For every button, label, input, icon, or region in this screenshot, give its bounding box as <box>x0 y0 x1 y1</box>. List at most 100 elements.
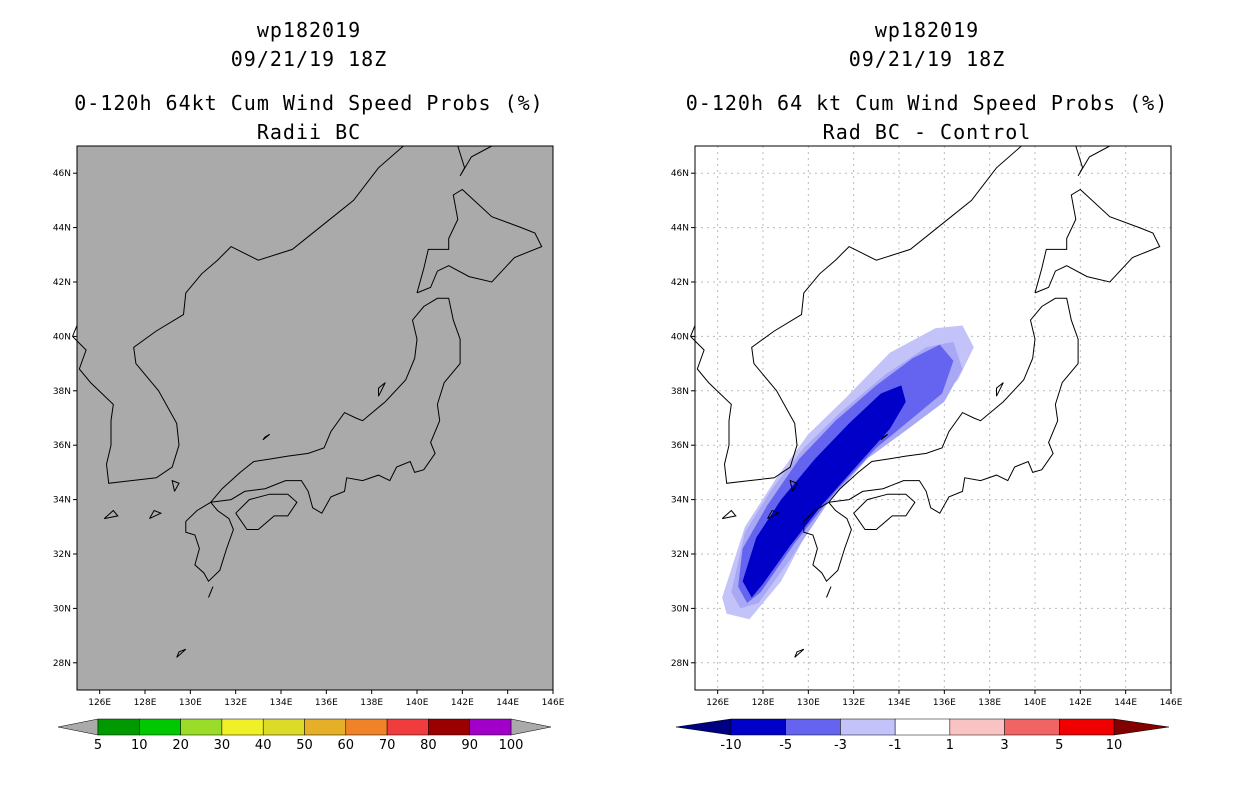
island-coast <box>176 648 187 658</box>
colorbar-swatch <box>139 718 181 736</box>
left-map: 46N 44N 42N 40N 38N 36N 34N 32N 30N 28N 126E 128E 13… <box>53 145 565 753</box>
lon-label: 132E <box>842 698 865 708</box>
lat-label: 46N <box>53 169 71 179</box>
lon-label: 142E <box>1069 698 1092 708</box>
island-coast <box>208 586 214 598</box>
island-coast <box>149 509 163 520</box>
left-storm-id: wp182019 <box>256 18 362 42</box>
colorbar-swatch <box>345 718 388 736</box>
lon-label: 138E <box>360 698 383 708</box>
colorbar-label: 5 <box>94 738 102 753</box>
lat-label: 28N <box>53 659 71 669</box>
shikoku-coast <box>235 493 298 530</box>
lon-label: 136E <box>315 698 338 708</box>
colorbar-label: 5 <box>1055 738 1063 753</box>
map-frame <box>76 145 554 691</box>
colorbar-label: 90 <box>461 738 478 753</box>
colorbar-label: 40 <box>255 738 272 753</box>
lat-label: 38N <box>671 387 689 397</box>
hokkaido-coast <box>1034 188 1161 294</box>
map-background <box>77 146 553 690</box>
korea-coast <box>690 145 1022 484</box>
colorbar-label: 70 <box>379 738 396 753</box>
shikoku-coast <box>853 493 916 530</box>
lon-label: 128E <box>752 698 775 708</box>
colorbar-label: -3 <box>834 738 847 753</box>
lat-label: 44N <box>671 224 689 234</box>
lat-label: 30N <box>671 604 689 614</box>
colorbar-swatch <box>469 718 512 736</box>
lat-label: 32N <box>53 550 71 560</box>
honshu-coast <box>210 297 461 514</box>
lon-label: 136E <box>933 698 956 708</box>
lat-label: 34N <box>53 496 71 506</box>
island-coast <box>996 382 1004 397</box>
kyushu-coast <box>185 501 234 583</box>
map-frame <box>694 145 1172 691</box>
honshu-coast <box>828 297 1079 514</box>
left-subtitle: Radii BC <box>256 120 362 144</box>
map-background <box>695 146 1171 690</box>
colorbar-label: 30 <box>214 738 231 753</box>
sakhalin-coast <box>1075 145 1111 177</box>
lat-label: 30N <box>53 604 71 614</box>
colorbar-label: 50 <box>296 738 313 753</box>
lat-label: 36N <box>671 441 689 451</box>
right-storm-id: wp182019 <box>874 18 980 42</box>
island-coast <box>794 648 805 658</box>
china-coast <box>72 325 78 337</box>
right-panel: wp182019 09/21/19 18Z 0-120h 64 kt Cum W… <box>618 0 1236 800</box>
lat-label: 46N <box>671 169 689 179</box>
lon-label: 126E <box>706 698 729 708</box>
left-datetime: 09/21/19 18Z <box>230 47 388 71</box>
colorbar-high-arrow <box>1113 718 1170 736</box>
colorbar-swatch <box>1059 718 1115 736</box>
island-coast <box>262 433 271 441</box>
lon-label: 146E <box>1160 698 1183 708</box>
colorbar-swatch <box>949 718 1005 736</box>
colorbar-swatch <box>180 718 223 736</box>
lon-label: 146E <box>542 698 565 708</box>
colorbar-label: -1 <box>889 738 902 753</box>
colorbar-swatch <box>428 718 470 736</box>
right-product-title: 0-120h 64 kt Cum Wind Speed Probs (%) <box>685 91 1169 115</box>
colorbar-label: 60 <box>338 738 355 753</box>
lat-label: 28N <box>671 659 689 669</box>
colorbar-label: -10 <box>720 738 741 753</box>
lat-label: 34N <box>671 496 689 506</box>
left-product-title: 0-120h 64kt Cum Wind Speed Probs (%) <box>74 91 544 115</box>
sakhalin-coast <box>457 145 493 177</box>
colorbar-swatch <box>894 718 951 736</box>
lon-label: 140E <box>406 698 429 708</box>
colorbar-swatch <box>221 718 264 736</box>
lon-label: 138E <box>978 698 1001 708</box>
colorbar-swatch <box>730 718 786 736</box>
lon-label: 128E <box>134 698 157 708</box>
colorbar-swatch <box>97 718 140 736</box>
colorbar-swatch <box>304 718 347 736</box>
colorbar-label: -5 <box>779 738 792 753</box>
island-coast <box>103 509 119 520</box>
lon-label: 144E <box>496 698 519 708</box>
swath-core <box>742 385 906 598</box>
lat-label: 40N <box>671 332 689 342</box>
colorbar-swatch <box>1004 718 1060 736</box>
colorbar-swatch <box>785 718 841 736</box>
lon-label: 144E <box>1114 698 1137 708</box>
lon-label: 130E <box>797 698 820 708</box>
colorbar-label: 10 <box>1106 738 1123 753</box>
colorbar-low-arrow <box>675 718 732 736</box>
right-subtitle: Rad BC - Control <box>822 120 1032 144</box>
right-datetime: 09/21/19 18Z <box>848 47 1006 71</box>
lon-label: 134E <box>270 698 293 708</box>
colorbar-label: 1 <box>946 738 954 753</box>
colorbar-label: 80 <box>420 738 437 753</box>
colorbar-swatch <box>262 718 305 736</box>
lat-label: 42N <box>671 278 689 288</box>
island-coast <box>826 586 832 598</box>
lon-label: 130E <box>179 698 202 708</box>
island-coast <box>767 509 781 520</box>
island-coast <box>880 433 889 441</box>
colorbar-label: 10 <box>131 738 148 753</box>
